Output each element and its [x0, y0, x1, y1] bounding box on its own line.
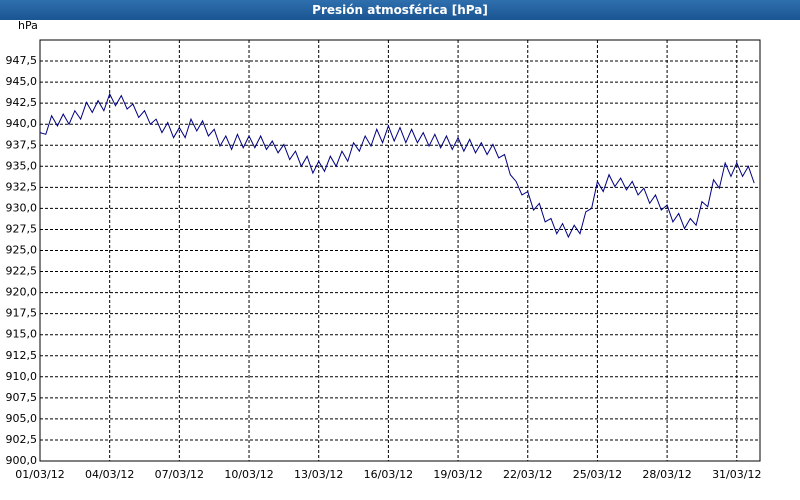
chart: hPa 900,0 902,5 905,0 907,5 910,0 912,5 915,0 9… [6, 20, 762, 481]
y-tick-label: 915,0 [6, 328, 38, 341]
data-line [39, 92, 755, 239]
x-tick-label: 07/03/12 [155, 468, 204, 481]
y-tick-label: 902,5 [6, 433, 38, 446]
x-tick-label: 22/03/12 [503, 468, 552, 481]
y-tick-label: 945,0 [6, 75, 38, 88]
y-axis-label: hPa [18, 20, 38, 32]
x-tick-label: 16/03/12 [364, 468, 413, 481]
x-tick-label: 13/03/12 [294, 468, 343, 481]
y-tick-label: 942,5 [6, 96, 38, 109]
x-tick-label: 04/03/12 [85, 468, 134, 481]
y-tick-label: 910,0 [6, 370, 38, 383]
y-tick-label: 905,0 [6, 412, 38, 425]
title-bar: Presión atmosférica [hPa] [0, 0, 800, 20]
y-tick-label: 900,0 [6, 454, 38, 467]
y-tick-label: 927,5 [6, 222, 38, 235]
plot-frame [39, 39, 761, 462]
y-tick-label: 935,0 [6, 159, 38, 172]
y-tick-label: 920,0 [6, 286, 38, 299]
y-tick-label: 917,5 [6, 307, 38, 320]
x-tick-label: 25/03/12 [573, 468, 622, 481]
y-tick-label: 922,5 [6, 265, 38, 278]
y-tick-label: 925,0 [6, 244, 38, 257]
y-tick-label: 930,0 [6, 201, 38, 214]
x-tick-label: 31/03/12 [712, 468, 761, 481]
x-tick-label: 01/03/12 [15, 468, 64, 481]
y-tick-label: 932,5 [6, 180, 38, 193]
y-tick-label: 907,5 [6, 391, 38, 404]
y-tick-label: 937,5 [6, 138, 38, 151]
x-tick-label: 19/03/12 [433, 468, 482, 481]
y-tick-label: 940,0 [6, 117, 38, 130]
x-tick-label: 28/03/12 [642, 468, 691, 481]
y-tick-label: 912,5 [6, 349, 38, 362]
x-tick-label: 10/03/12 [224, 468, 273, 481]
y-tick-label: 947,5 [6, 54, 38, 67]
